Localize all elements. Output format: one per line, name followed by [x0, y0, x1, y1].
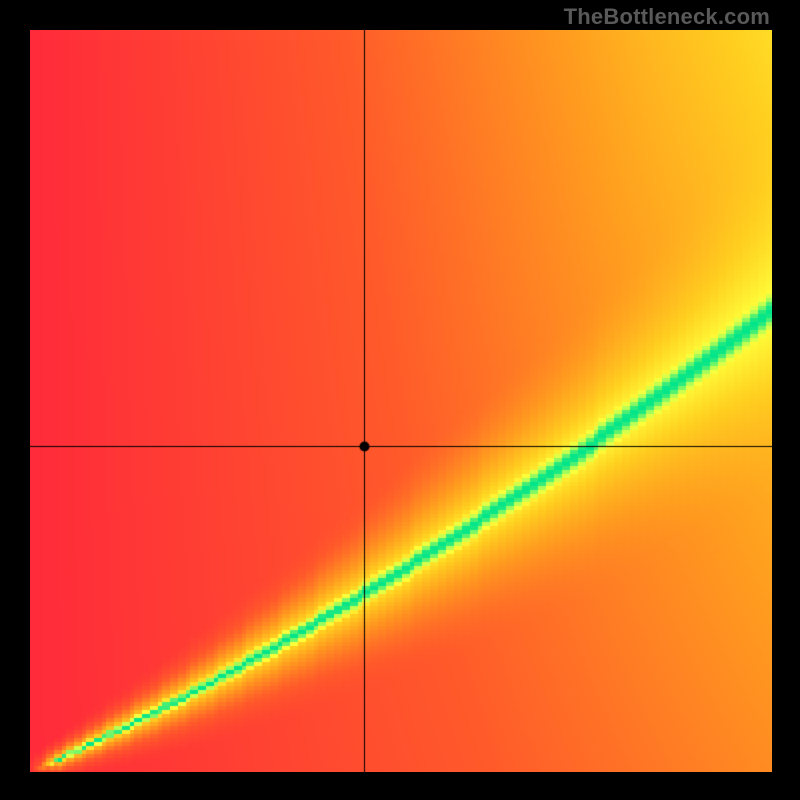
watermark-text: TheBottleneck.com: [564, 4, 770, 30]
heatmap-canvas: [30, 30, 772, 772]
chart-frame: TheBottleneck.com: [0, 0, 800, 800]
